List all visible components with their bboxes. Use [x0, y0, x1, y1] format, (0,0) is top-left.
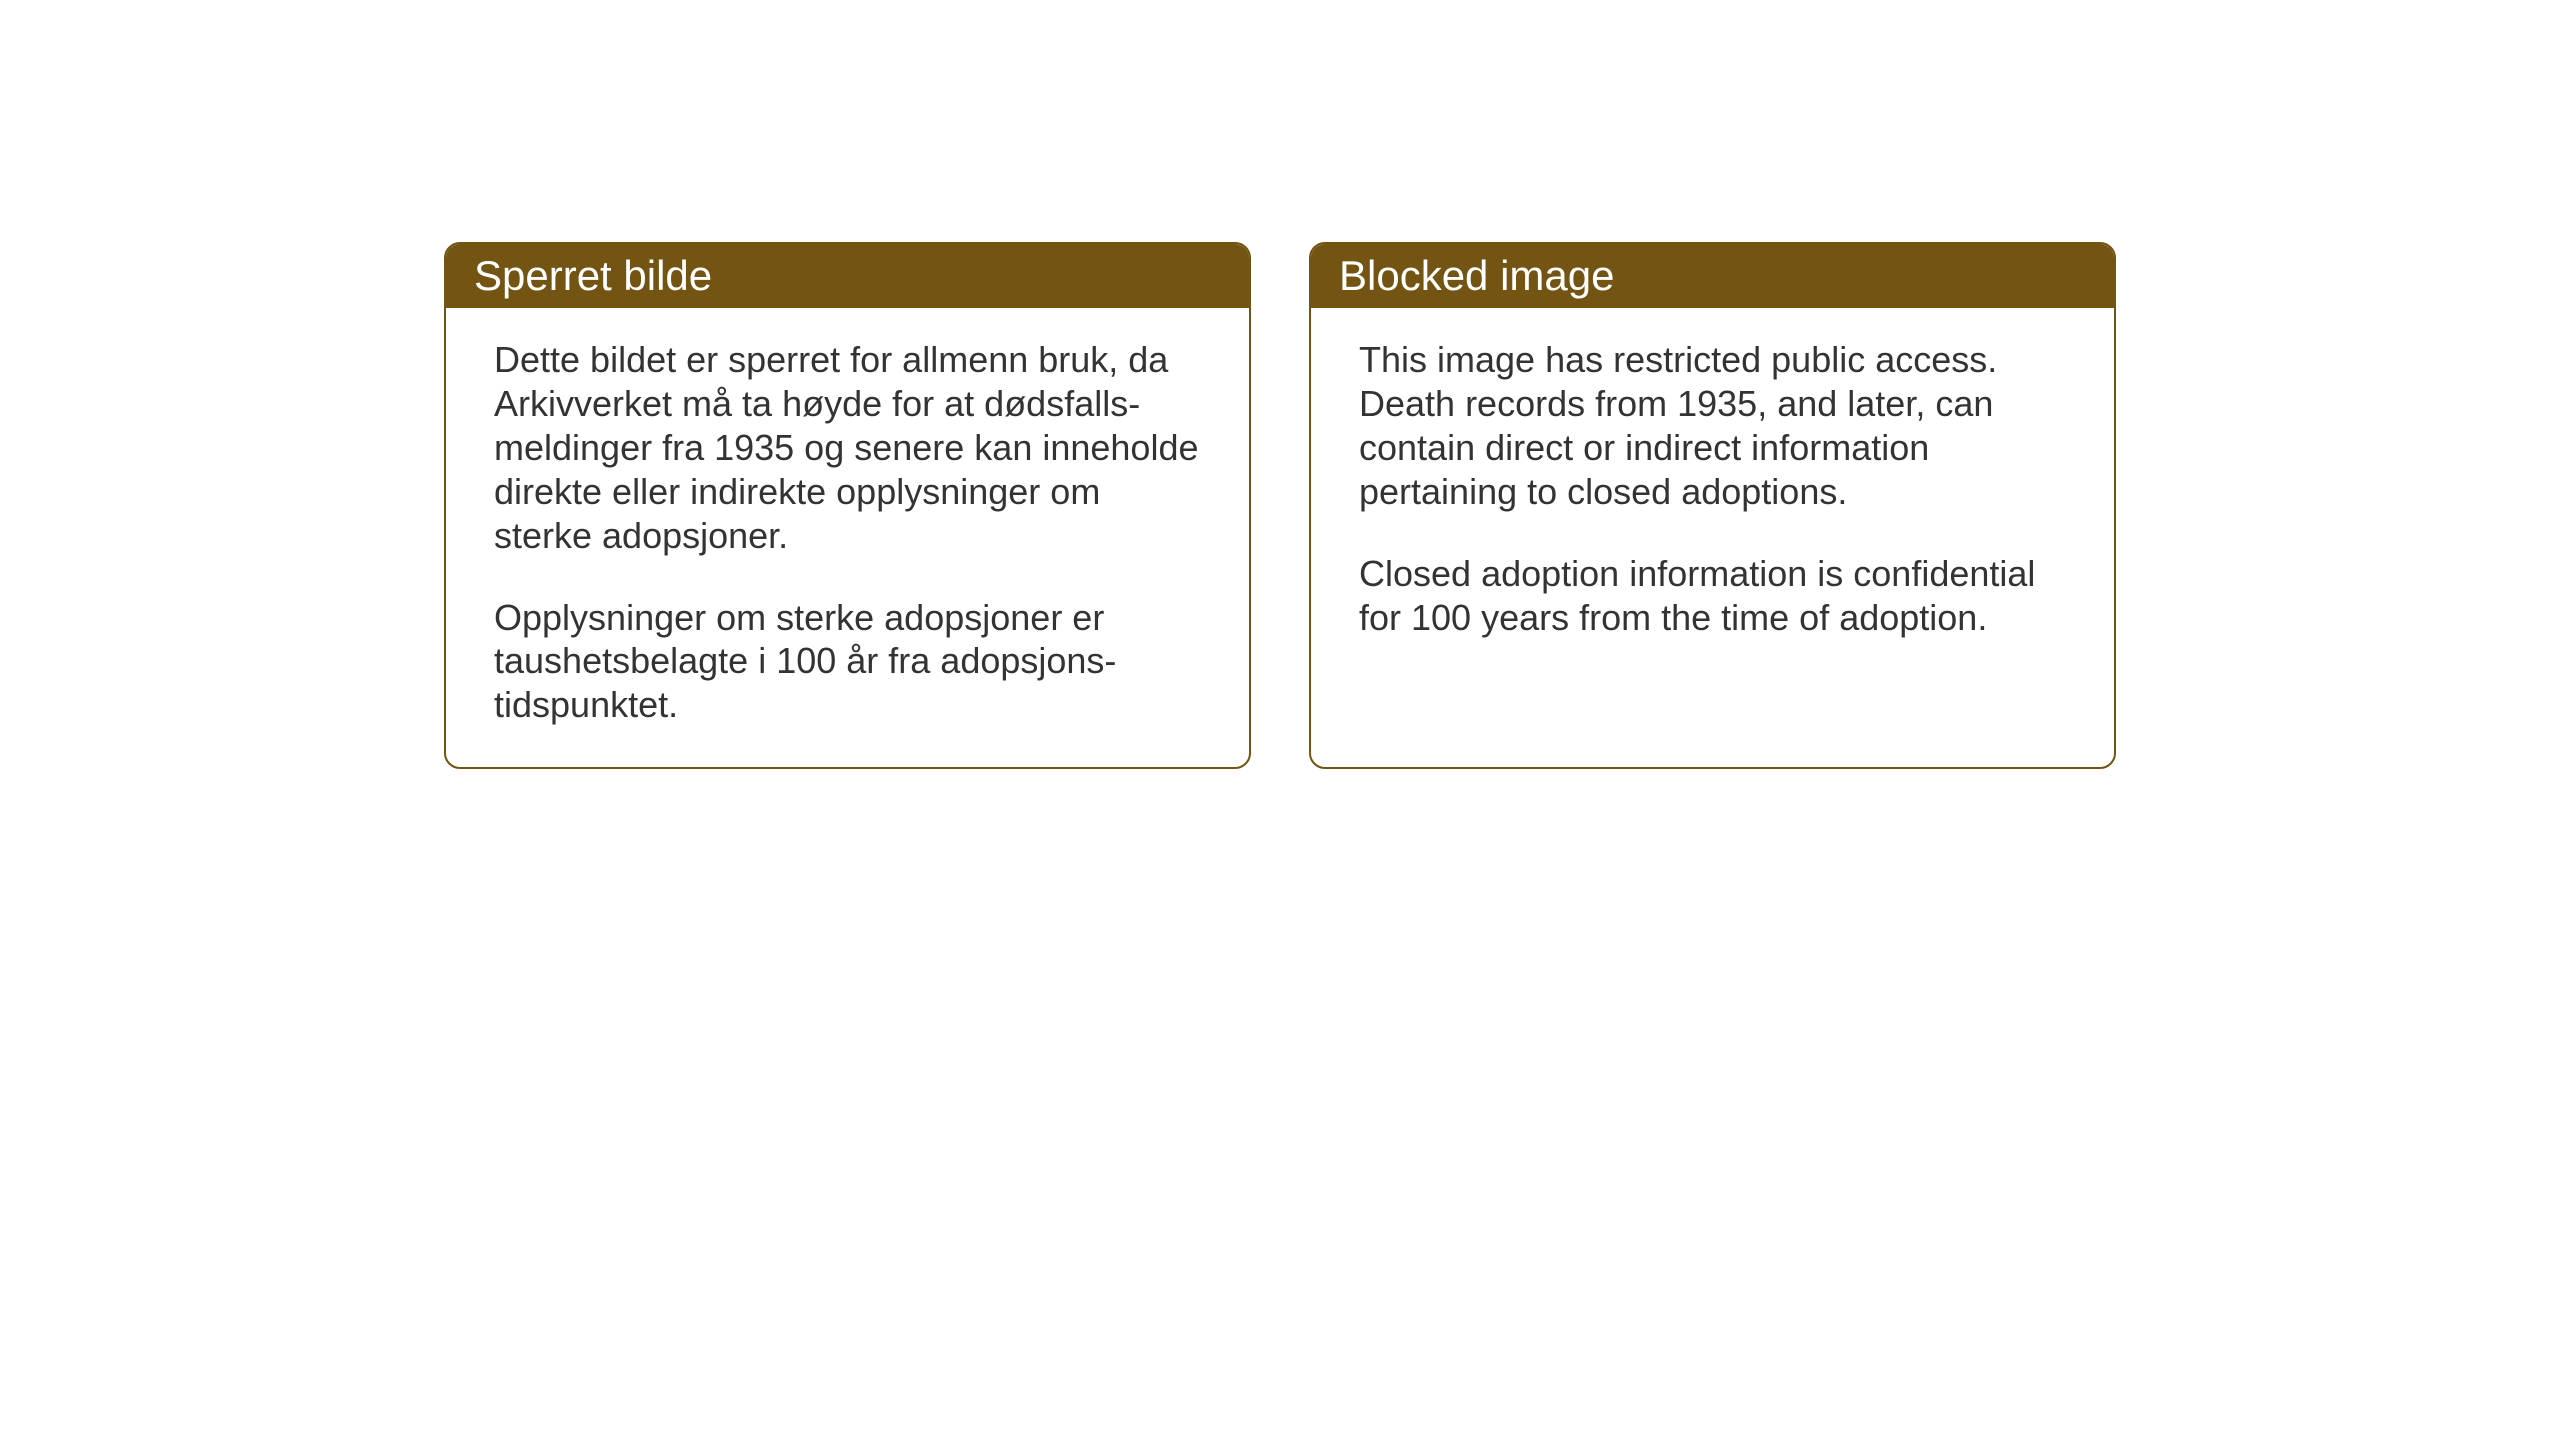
norwegian-notice-body: Dette bildet er sperret for allmenn bruk…	[446, 308, 1249, 767]
english-notice-body: This image has restricted public access.…	[1311, 308, 2114, 679]
english-notice-title: Blocked image	[1311, 244, 2114, 308]
norwegian-notice-box: Sperret bilde Dette bildet er sperret fo…	[444, 242, 1251, 769]
norwegian-paragraph-1: Dette bildet er sperret for allmenn bruk…	[494, 338, 1201, 558]
english-paragraph-2: Closed adoption information is confident…	[1359, 552, 2066, 640]
english-paragraph-1: This image has restricted public access.…	[1359, 338, 2066, 514]
norwegian-notice-title: Sperret bilde	[446, 244, 1249, 308]
norwegian-paragraph-2: Opplysninger om sterke adopsjoner er tau…	[494, 596, 1201, 728]
notice-container: Sperret bilde Dette bildet er sperret fo…	[444, 242, 2116, 769]
english-notice-box: Blocked image This image has restricted …	[1309, 242, 2116, 769]
